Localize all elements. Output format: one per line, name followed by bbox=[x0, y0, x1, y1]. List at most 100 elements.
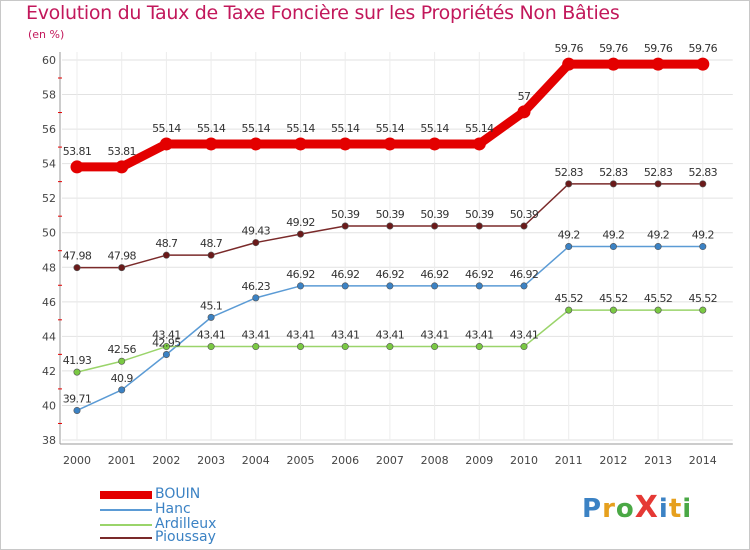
logo-letter: o bbox=[615, 494, 635, 524]
x-tick-label: 2009 bbox=[465, 454, 493, 467]
data-point-hanc bbox=[565, 243, 573, 251]
data-point-hanc bbox=[118, 386, 126, 394]
legend-swatch-ardilleux bbox=[100, 524, 152, 526]
y-axis-unit-label: (en %) bbox=[28, 28, 65, 41]
data-label-pioussay: 47.98 bbox=[107, 250, 136, 263]
data-point-bouin bbox=[338, 137, 352, 151]
data-label-bouin: 55.14 bbox=[465, 122, 494, 135]
data-label-hanc: 49.2 bbox=[602, 229, 624, 242]
data-point-ardilleux bbox=[73, 368, 81, 376]
data-point-hanc bbox=[520, 282, 528, 290]
y-tick-label: 54 bbox=[42, 158, 56, 171]
data-point-hanc bbox=[341, 282, 349, 290]
logo-letter: i bbox=[658, 494, 669, 524]
data-label-bouin: 55.14 bbox=[376, 122, 405, 135]
data-label-pioussay: 52.83 bbox=[599, 166, 628, 179]
y-tick-label: 38 bbox=[42, 434, 56, 447]
data-point-ardilleux bbox=[252, 343, 260, 351]
data-label-pioussay: 50.39 bbox=[331, 208, 360, 221]
data-point-ardilleux bbox=[520, 343, 528, 351]
data-label-ardilleux: 43.41 bbox=[465, 329, 494, 342]
legend-label-ardilleux: Ardilleux bbox=[155, 516, 217, 532]
data-label-ardilleux: 42.56 bbox=[107, 343, 136, 356]
data-label-hanc: 46.23 bbox=[242, 280, 271, 293]
data-point-ardilleux bbox=[654, 306, 662, 314]
data-point-hanc bbox=[475, 282, 483, 290]
data-label-bouin: 55.14 bbox=[197, 122, 226, 135]
data-point-pioussay bbox=[699, 180, 707, 188]
data-label-ardilleux: 45.52 bbox=[689, 292, 718, 305]
data-label-ardilleux: 45.52 bbox=[599, 292, 628, 305]
data-point-ardilleux bbox=[341, 343, 349, 351]
data-point-ardilleux bbox=[118, 357, 126, 365]
data-label-hanc: 49.2 bbox=[692, 229, 714, 242]
data-point-pioussay bbox=[341, 222, 349, 230]
data-point-pioussay bbox=[386, 222, 394, 230]
data-label-pioussay: 49.92 bbox=[286, 216, 315, 229]
data-point-pioussay bbox=[654, 180, 662, 188]
legend-item-hanc: Hanc bbox=[100, 501, 300, 517]
data-point-hanc bbox=[252, 294, 260, 302]
data-label-ardilleux: 43.41 bbox=[286, 329, 315, 342]
x-tick-label: 2014 bbox=[689, 454, 717, 467]
data-label-ardilleux: 43.41 bbox=[197, 329, 226, 342]
data-label-hanc: 45.1 bbox=[200, 299, 222, 312]
data-label-hanc: 49.2 bbox=[647, 229, 669, 242]
data-label-ardilleux: 45.52 bbox=[644, 292, 673, 305]
data-label-ardilleux: 43.41 bbox=[152, 329, 181, 342]
data-label-bouin: 55.14 bbox=[331, 122, 360, 135]
data-point-hanc bbox=[207, 313, 215, 321]
logo-letter: X bbox=[634, 490, 659, 525]
x-tick-label: 2013 bbox=[644, 454, 672, 467]
logo-letter: t bbox=[668, 494, 683, 524]
data-point-pioussay bbox=[162, 251, 170, 259]
data-point-hanc bbox=[609, 243, 617, 251]
data-label-pioussay: 52.83 bbox=[644, 166, 673, 179]
data-point-ardilleux bbox=[386, 343, 394, 351]
data-label-bouin: 53.81 bbox=[63, 145, 92, 158]
x-tick-label: 2011 bbox=[555, 454, 583, 467]
data-point-bouin bbox=[383, 137, 397, 151]
data-point-ardilleux bbox=[565, 306, 573, 314]
data-label-bouin: 55.14 bbox=[286, 122, 315, 135]
data-point-bouin bbox=[294, 137, 307, 151]
data-point-ardilleux bbox=[475, 343, 483, 351]
y-tick-label: 60 bbox=[42, 54, 56, 67]
data-point-ardilleux bbox=[609, 306, 617, 314]
legend-swatch-pioussay bbox=[100, 537, 152, 539]
y-tick-label: 42 bbox=[42, 365, 56, 378]
y-tick-label: 58 bbox=[42, 89, 56, 102]
data-label-ardilleux: 43.41 bbox=[331, 329, 360, 342]
data-label-bouin: 55.14 bbox=[242, 122, 271, 135]
data-point-bouin bbox=[562, 57, 576, 71]
data-label-hanc: 42.95 bbox=[152, 337, 181, 350]
x-tick-label: 2005 bbox=[287, 454, 315, 467]
data-label-ardilleux: 43.41 bbox=[510, 329, 539, 342]
data-label-bouin: 55.14 bbox=[152, 122, 181, 135]
data-label-hanc: 46.92 bbox=[465, 268, 494, 281]
legend-swatch-hanc bbox=[100, 509, 152, 511]
data-point-bouin bbox=[115, 160, 129, 174]
data-point-bouin bbox=[696, 57, 710, 71]
data-point-bouin bbox=[517, 105, 531, 119]
y-tick-label: 46 bbox=[42, 296, 56, 309]
data-point-hanc bbox=[162, 350, 170, 358]
data-point-ardilleux bbox=[296, 343, 304, 351]
data-label-hanc: 46.92 bbox=[286, 268, 315, 281]
y-tick-label: 40 bbox=[42, 399, 56, 412]
data-label-bouin: 59.76 bbox=[599, 42, 628, 55]
data-point-ardilleux bbox=[162, 343, 170, 351]
data-point-pioussay bbox=[520, 222, 528, 230]
x-tick-label: 2012 bbox=[599, 454, 627, 467]
data-label-bouin: 59.76 bbox=[554, 42, 583, 55]
data-point-hanc bbox=[699, 243, 707, 251]
legend-label-pioussay: Pioussay bbox=[155, 529, 216, 545]
data-point-hanc bbox=[431, 282, 439, 290]
data-point-bouin bbox=[606, 57, 620, 71]
x-tick-label: 2001 bbox=[108, 454, 136, 467]
data-point-hanc bbox=[73, 406, 81, 414]
data-label-ardilleux: 43.41 bbox=[420, 329, 449, 342]
data-label-bouin: 59.76 bbox=[689, 42, 718, 55]
x-tick-label: 2003 bbox=[197, 454, 225, 467]
